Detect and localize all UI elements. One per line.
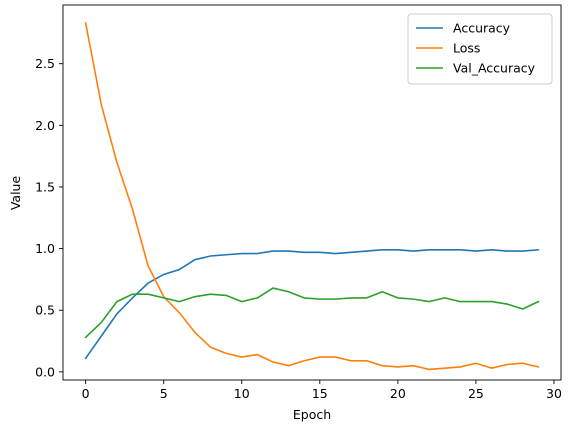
legend-box	[407, 13, 553, 85]
plot-lines	[84, 22, 540, 371]
series-line-loss	[84, 22, 540, 371]
x-tick-label: 10	[234, 386, 250, 401]
x-tick-label: 5	[160, 386, 168, 401]
y-tick-label: 2.5	[35, 56, 55, 71]
series-line-accuracy	[84, 248, 540, 360]
x-tick-label: 15	[312, 386, 328, 401]
legend-label-val-accuracy: Val_Accuracy	[453, 61, 536, 76]
y-tick-label: 1.0	[35, 241, 55, 256]
x-axis-ticks: 0 5 10 15 20 25 30	[82, 380, 562, 401]
series-line-val-accuracy	[84, 287, 540, 339]
x-axis-title: Epoch	[293, 407, 331, 422]
x-tick-label: 20	[390, 386, 406, 401]
plot-frame	[62, 4, 562, 381]
y-axis-ticks: 0.0 0.5 1.0 1.5 2.0 2.5	[35, 56, 63, 379]
x-tick-label: 30	[546, 386, 562, 401]
y-axis-title: Value	[8, 176, 23, 211]
y-tick-label: 0.0	[35, 364, 55, 379]
x-tick-label: 0	[82, 386, 90, 401]
legend-label-accuracy: Accuracy	[453, 21, 511, 36]
y-tick-label: 2.0	[35, 118, 55, 133]
legend: Accuracy Loss Val_Accuracy	[407, 13, 553, 85]
y-tick-label: 0.5	[35, 303, 55, 318]
x-tick-label: 25	[468, 386, 484, 401]
y-tick-label: 1.5	[35, 179, 55, 194]
legend-label-loss: Loss	[453, 41, 480, 56]
